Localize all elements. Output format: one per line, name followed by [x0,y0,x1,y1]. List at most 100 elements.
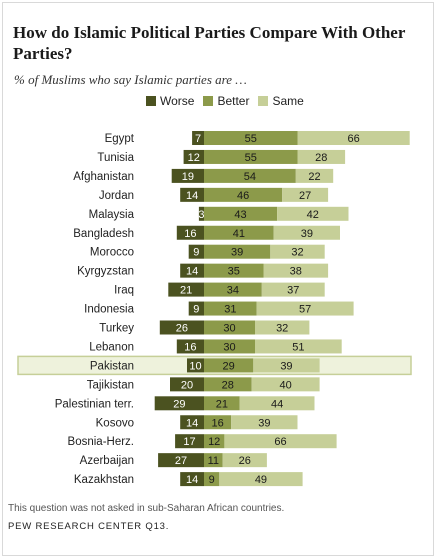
value-label-worse-kyrgyzstan: 14 [186,266,198,278]
bar-better-iraq [204,282,262,297]
value-label-same-bosnia-herz: 66 [274,436,286,448]
bar-worse-egypt [192,131,204,145]
category-label-kyrgyzstan: Kyrgyzstan [77,266,134,278]
source-note: PEW RESEARCH CENTER Q13. [8,521,170,532]
legend-item-same: Same [258,94,304,108]
value-label-worse-malaysia: 3 [198,209,204,221]
bar-worse-bangladesh [176,225,204,240]
bar-better-azerbaijan [204,453,223,468]
bar-better-indonesia [204,301,257,316]
bar-worse-kazakhstan [180,472,204,487]
value-label-same-palestinian-terr: 44 [271,398,283,410]
value-label-same-kosovo: 39 [258,417,270,429]
bar-better-morocco [204,244,271,259]
bar-better-malaysia [204,206,278,221]
bar-same-malaysia [277,206,349,221]
value-label-worse-bosnia-herz: 17 [183,436,195,448]
value-label-better-afghanistan: 54 [244,171,256,183]
value-label-worse-kazakhstan: 14 [186,474,198,486]
value-label-same-tunisia: 28 [315,152,327,164]
value-label-worse-turkey: 26 [176,323,188,335]
bar-better-palestinian-terr [204,396,240,411]
bar-same-palestinian-terr [239,396,315,411]
value-label-worse-afghanistan: 19 [182,171,194,183]
value-label-better-kosovo: 16 [211,417,223,429]
category-label-tajikistan: Tajikistan [87,379,134,391]
legend-swatch-same [258,96,269,106]
bar-same-indonesia [256,301,354,316]
bar-better-jordan [204,187,283,202]
category-label-kosovo: Kosovo [96,417,134,429]
bar-better-turkey [204,320,255,335]
chart-frame [2,2,434,556]
category-label-indonesia: Indonesia [84,304,134,316]
value-label-worse-morocco: 9 [193,247,199,259]
value-label-worse-egypt: 7 [195,133,201,145]
bar-better-kosovo [204,415,232,430]
value-label-better-malaysia: 43 [234,209,246,221]
bar-better-bosnia-herz [204,434,225,449]
value-label-worse-kosovo: 14 [186,417,198,429]
legend-label-worse: Worse [160,94,195,108]
bar-better-tajikistan [204,377,252,392]
value-label-same-morocco: 32 [291,247,303,259]
legend-swatch-worse [146,96,156,106]
value-label-better-jordan: 46 [237,190,249,202]
value-label-better-tajikistan: 28 [222,379,234,391]
bar-same-kazakhstan [219,472,303,487]
bar-same-turkey [255,320,310,335]
chart-subtitle: % of Muslims who say Islamic parties are… [14,72,247,87]
bar-worse-azerbaijan [158,453,204,468]
value-label-worse-jordan: 14 [186,190,198,202]
value-label-same-tajikistan: 40 [279,379,291,391]
chart-title: How do Islamic Political Parties Compare… [13,23,406,63]
bar-better-afghanistan [204,168,296,183]
value-label-same-lebanon: 51 [292,341,304,353]
bar-worse-afghanistan [171,168,204,183]
value-label-same-turkey: 32 [276,323,288,335]
value-label-better-iraq: 34 [227,285,239,297]
footnote: This question was not asked in sub-Sahar… [8,503,285,514]
value-label-better-palestinian-terr: 21 [216,398,228,410]
legend-swatch-better [203,96,214,106]
bar-worse-kyrgyzstan [180,263,204,278]
value-label-worse-azerbaijan: 27 [175,455,187,467]
value-label-worse-indonesia: 9 [193,304,199,316]
bar-better-egypt [204,131,298,145]
legend-item-better: Better [203,94,249,108]
value-label-worse-lebanon: 16 [184,341,196,353]
value-label-worse-tajikistan: 20 [181,379,193,391]
category-label-egypt: Egypt [105,133,135,145]
value-label-better-kyrgyzstan: 35 [228,266,240,278]
bar-worse-bosnia-herz [175,434,204,449]
category-label-pakistan: Pakistan [90,360,134,372]
bar-same-egypt [297,131,410,145]
category-label-palestinian-terr: Palestinian terr. [55,398,134,410]
category-label-malaysia: Malaysia [89,209,135,221]
value-label-same-iraq: 37 [287,285,299,297]
bar-same-pakistan [253,358,320,373]
category-label-morocco: Morocco [90,247,134,259]
bar-same-lebanon [255,339,342,354]
category-label-lebanon: Lebanon [89,341,134,353]
value-label-better-azerbaijan: 11 [208,455,219,467]
legend-item-worse: Worse [146,94,194,108]
value-label-same-pakistan: 39 [280,360,292,372]
value-label-better-bangladesh: 41 [233,228,245,240]
bar-same-iraq [261,282,325,297]
value-label-worse-tunisia: 12 [188,152,200,164]
bar-worse-palestinian-terr [154,396,204,411]
bar-same-jordan [282,187,329,202]
bar-worse-morocco [188,244,204,259]
bar-same-kyrgyzstan [263,263,329,278]
bar-same-bangladesh [273,225,340,240]
value-label-worse-palestinian-terr: 29 [173,398,185,410]
category-label-bangladesh: Bangladesh [73,228,134,240]
value-label-same-indonesia: 57 [299,304,311,316]
bar-worse-jordan [180,187,204,202]
value-label-better-bosnia-herz: 12 [208,436,220,448]
category-label-iraq: Iraq [114,285,134,297]
value-label-worse-pakistan: 10 [189,360,201,372]
bar-worse-indonesia [188,301,204,316]
